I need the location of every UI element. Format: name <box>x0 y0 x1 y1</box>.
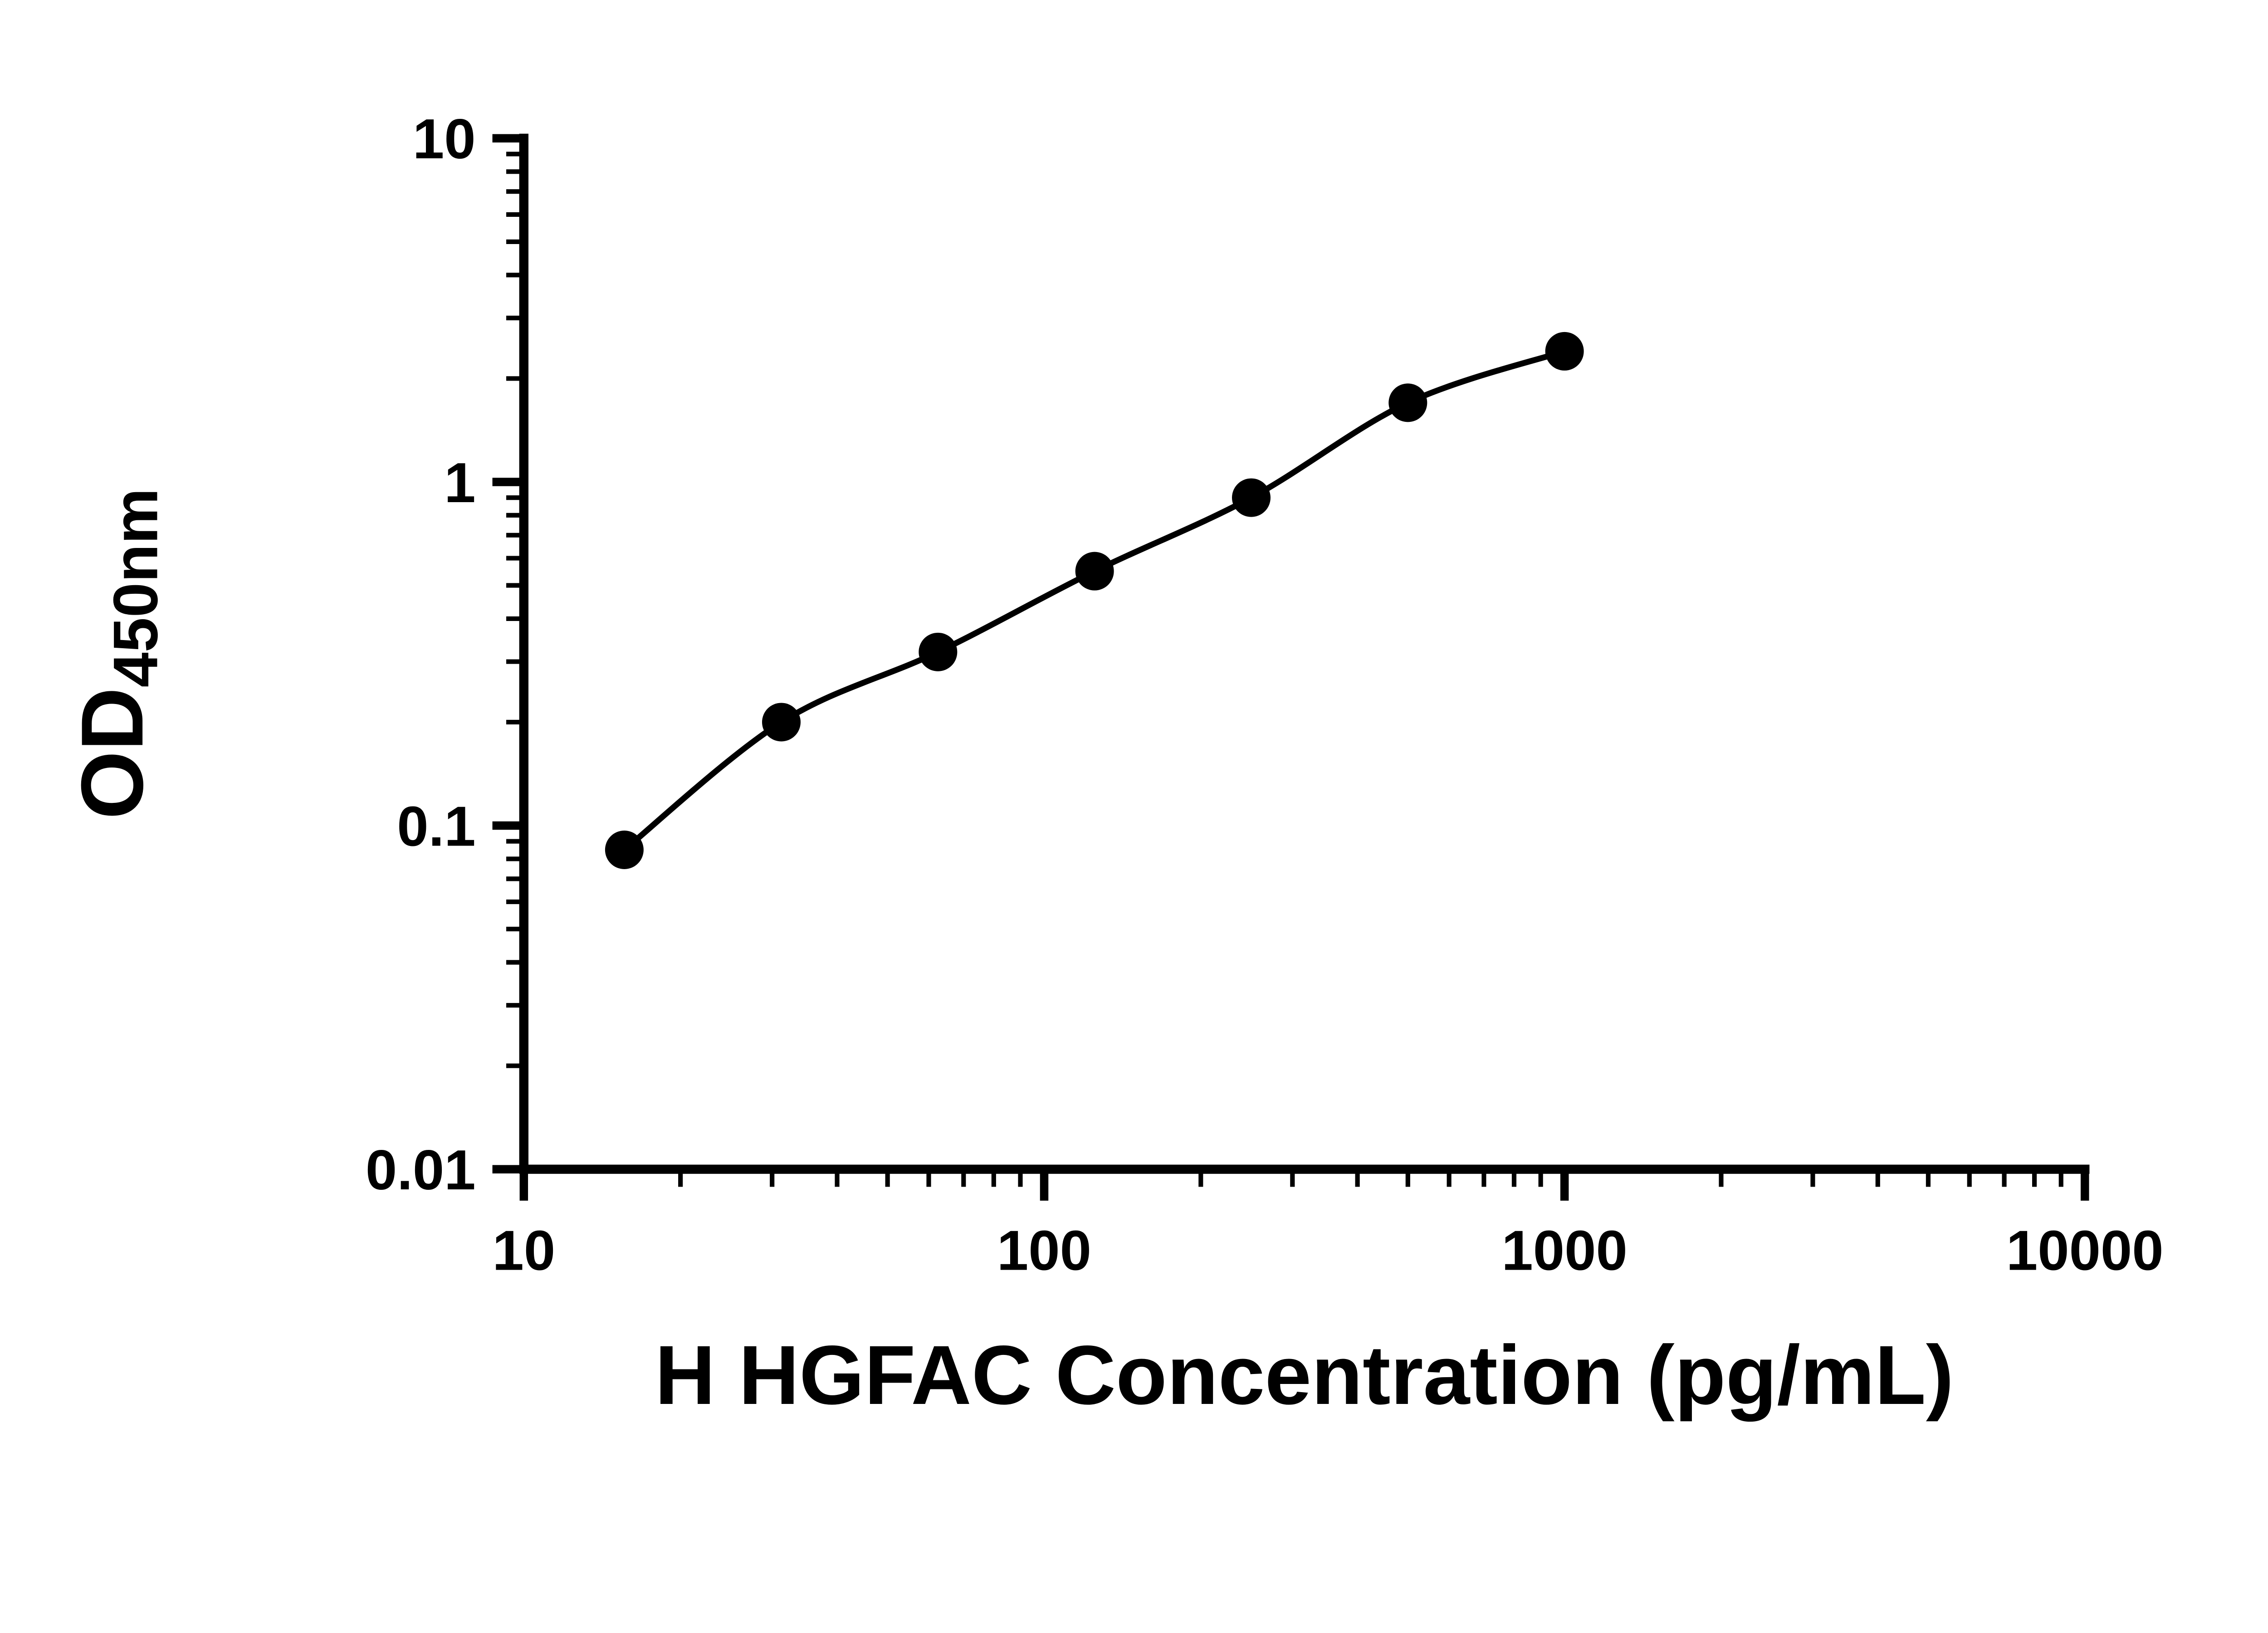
data-point <box>1075 552 1114 591</box>
y-tick-label: 10 <box>413 108 476 171</box>
data-point <box>605 830 644 869</box>
data-point <box>1545 332 1584 371</box>
y-axis-title: OD450nm <box>63 488 171 819</box>
chart-canvas: 10 100 1000 10000 0.01 0.1 1 10 H HGFAC Concentr… <box>63 108 2164 1422</box>
data-point <box>762 703 801 742</box>
x-axis-title: H HGFAC Concentration (pg/mL) <box>655 1329 1954 1422</box>
x-tick-label: 100 <box>997 1219 1091 1282</box>
data-point <box>1232 478 1271 517</box>
y-tick-label: 1 <box>444 451 475 514</box>
data-point <box>919 632 958 671</box>
x-tick-label: 10000 <box>2006 1219 2164 1282</box>
x-tick-label: 10 <box>492 1219 555 1282</box>
y-axis-title-main: OD <box>63 687 161 819</box>
y-tick-label: 0.01 <box>366 1139 476 1202</box>
x-tick-label: 1000 <box>1501 1219 1627 1282</box>
data-point <box>1388 383 1427 422</box>
axis-lines <box>519 133 2090 1174</box>
y-axis-title-sub: 450nm <box>101 488 171 687</box>
y-tick-label: 0.1 <box>397 795 475 858</box>
elisa-standard-curve-figure: 10 100 1000 10000 0.01 0.1 1 10 H HGFAC Concentr… <box>63 108 2164 1422</box>
fit-curve <box>622 348 1566 852</box>
